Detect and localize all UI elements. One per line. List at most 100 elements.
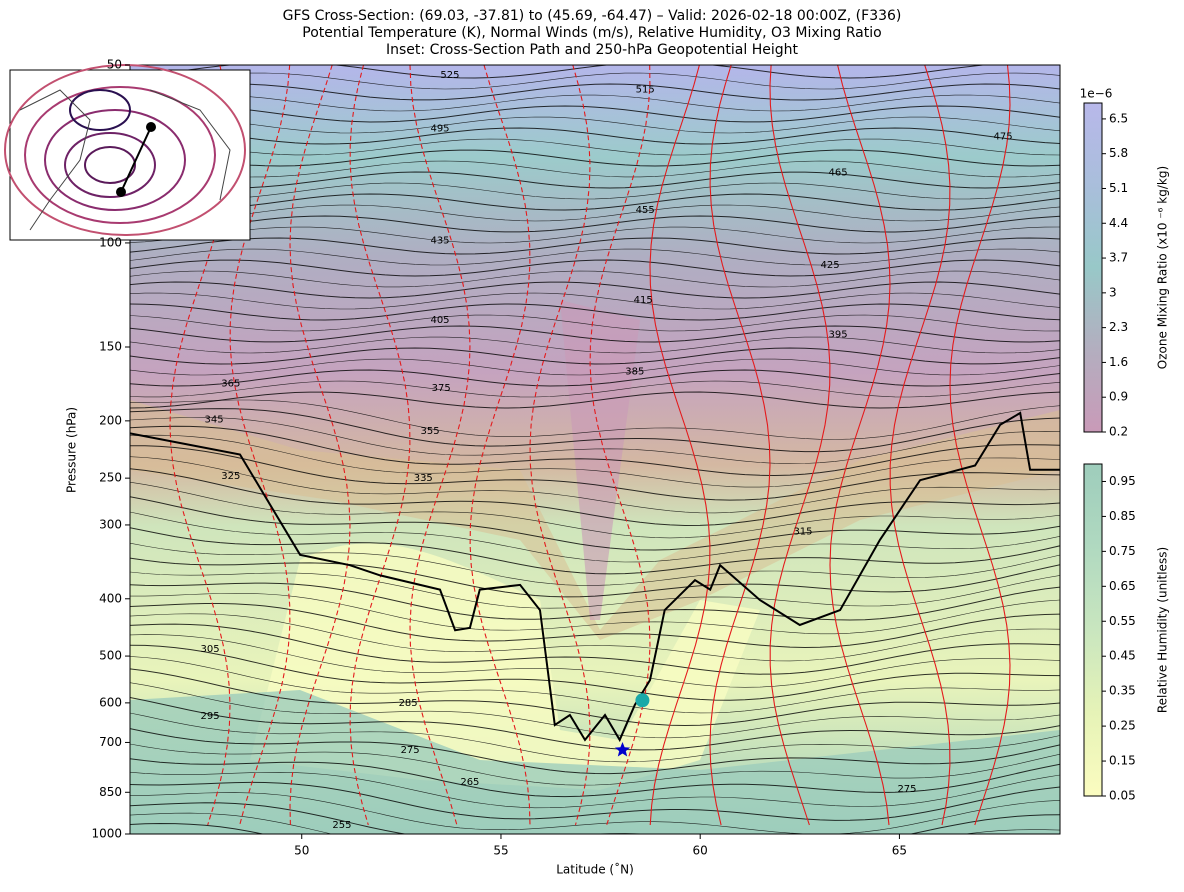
theta-contour bbox=[130, 325, 1060, 343]
theta-contour bbox=[130, 425, 1060, 477]
theta-contour bbox=[130, 592, 1060, 635]
theta-contour bbox=[130, 481, 1060, 539]
colorbar-tick-label: 0.25 bbox=[1109, 719, 1136, 733]
colorbar-tick-label: 6.5 bbox=[1109, 111, 1128, 125]
contour-label: 435 bbox=[430, 235, 449, 246]
colorbar-tick-label: 1.6 bbox=[1109, 355, 1128, 369]
theta-contour bbox=[130, 171, 1060, 189]
theta-contour bbox=[130, 758, 1060, 798]
theta-contour bbox=[130, 65, 989, 79]
contour-label: 415 bbox=[634, 295, 653, 306]
contour-label: 495 bbox=[430, 123, 449, 134]
colorbar-tick-label: 0.75 bbox=[1109, 544, 1136, 558]
ozone-transition-patch bbox=[130, 400, 1060, 640]
y-axis-label: Pressure (hPa) bbox=[65, 407, 79, 493]
theta-contour bbox=[130, 160, 1060, 178]
y-tick-label: 200 bbox=[99, 413, 122, 427]
contour-label: 515 bbox=[636, 84, 655, 95]
theta-contour bbox=[130, 613, 1060, 662]
y-tick-label: 850 bbox=[99, 785, 122, 799]
rh-moist-patch bbox=[130, 690, 1060, 834]
theta-contour bbox=[130, 496, 1060, 551]
contour-label: 475 bbox=[993, 131, 1012, 142]
wind-contour bbox=[709, 65, 771, 826]
theta-contour bbox=[130, 603, 1060, 649]
wind-contour bbox=[889, 65, 951, 826]
contour-label: 455 bbox=[636, 205, 655, 216]
contour-label: 275 bbox=[401, 745, 420, 756]
y-tick-label: 250 bbox=[99, 471, 122, 485]
contour-label: 405 bbox=[430, 315, 449, 326]
theta-contour bbox=[130, 336, 1060, 354]
contour-label: 325 bbox=[221, 471, 240, 482]
theta-contour bbox=[130, 571, 1060, 609]
plot-area bbox=[130, 65, 1060, 834]
y-tick-label: 100 bbox=[99, 235, 122, 249]
theta-contour bbox=[130, 712, 1060, 763]
contour-label: 315 bbox=[793, 527, 812, 538]
wind-contour bbox=[829, 65, 891, 826]
colorbar bbox=[1083, 463, 1103, 797]
theta-contour bbox=[130, 623, 1060, 675]
inset-map bbox=[4, 64, 251, 241]
contour-label: 305 bbox=[201, 644, 220, 655]
colorbar-tick-label: 0.9 bbox=[1109, 390, 1128, 404]
theta-contour bbox=[130, 728, 1060, 775]
theta-contour bbox=[130, 802, 1060, 834]
theta-contour bbox=[130, 83, 1060, 101]
wind-contour bbox=[169, 65, 231, 826]
theta-contour bbox=[130, 347, 1060, 365]
wind-contour bbox=[289, 65, 351, 826]
x-tick-label: 50 bbox=[294, 844, 309, 858]
colorbar-tick-label: 4.4 bbox=[1109, 216, 1128, 230]
theta-contour bbox=[130, 248, 1060, 266]
theta-contour bbox=[130, 380, 1060, 398]
wind-contour bbox=[469, 65, 531, 826]
x-tick-label: 65 bbox=[892, 844, 907, 858]
colorbar-tick-label: 2.3 bbox=[1109, 320, 1128, 334]
marker-circle bbox=[635, 693, 650, 708]
ozone-intrusion bbox=[560, 300, 640, 620]
theta-contour bbox=[130, 634, 1060, 688]
colorbar-tick-label: 5.8 bbox=[1109, 146, 1128, 160]
wind-contour bbox=[229, 65, 291, 826]
colorbar-tick-label: 5.1 bbox=[1109, 181, 1128, 195]
theta-contour bbox=[130, 434, 1060, 488]
theta-contour bbox=[130, 292, 1060, 310]
y-tick-label: 150 bbox=[99, 340, 122, 354]
theta-contour bbox=[130, 215, 1060, 233]
x-axis-label: Latitude (˚N) bbox=[556, 862, 634, 877]
theta-contour bbox=[130, 259, 1060, 277]
theta-contour bbox=[130, 270, 1060, 288]
theta-contour bbox=[130, 127, 1060, 145]
x-tick-label: 55 bbox=[493, 844, 508, 858]
theta-contour bbox=[130, 204, 1060, 222]
contour-label: 365 bbox=[221, 379, 240, 390]
wind-contour bbox=[949, 65, 1011, 826]
theta-contour bbox=[130, 193, 1060, 211]
colorbar bbox=[1083, 102, 1103, 433]
theta-contour bbox=[130, 149, 1060, 167]
y-tick-label: 300 bbox=[99, 517, 122, 531]
title-line: GFS Cross-Section: (69.03, -37.81) to (4… bbox=[283, 8, 902, 24]
contour-label: 335 bbox=[414, 473, 433, 484]
theta-contour bbox=[130, 369, 1060, 387]
contour-label: 425 bbox=[821, 260, 840, 271]
y-tick-label: 50 bbox=[107, 58, 122, 72]
contour-label: 385 bbox=[625, 366, 644, 377]
theta-contour bbox=[130, 417, 1060, 465]
theta-contour bbox=[130, 237, 1060, 255]
colorbar-tick-label: 0.55 bbox=[1109, 614, 1136, 628]
contour-lines bbox=[130, 65, 1060, 834]
theta-contour bbox=[130, 314, 1060, 332]
wind-contour bbox=[529, 65, 591, 826]
colorbar-offset: 1e−6 bbox=[1080, 87, 1113, 101]
title-line: Inset: Cross-Section Path and 250-hPa Ge… bbox=[386, 42, 798, 58]
contour-label: 345 bbox=[205, 415, 224, 426]
theta-contour bbox=[130, 527, 1060, 575]
theta-contour bbox=[130, 582, 1060, 621]
colorbar-tick-label: 3 bbox=[1109, 285, 1117, 299]
theta-contour bbox=[130, 358, 1060, 376]
contour-label: 285 bbox=[399, 698, 418, 709]
